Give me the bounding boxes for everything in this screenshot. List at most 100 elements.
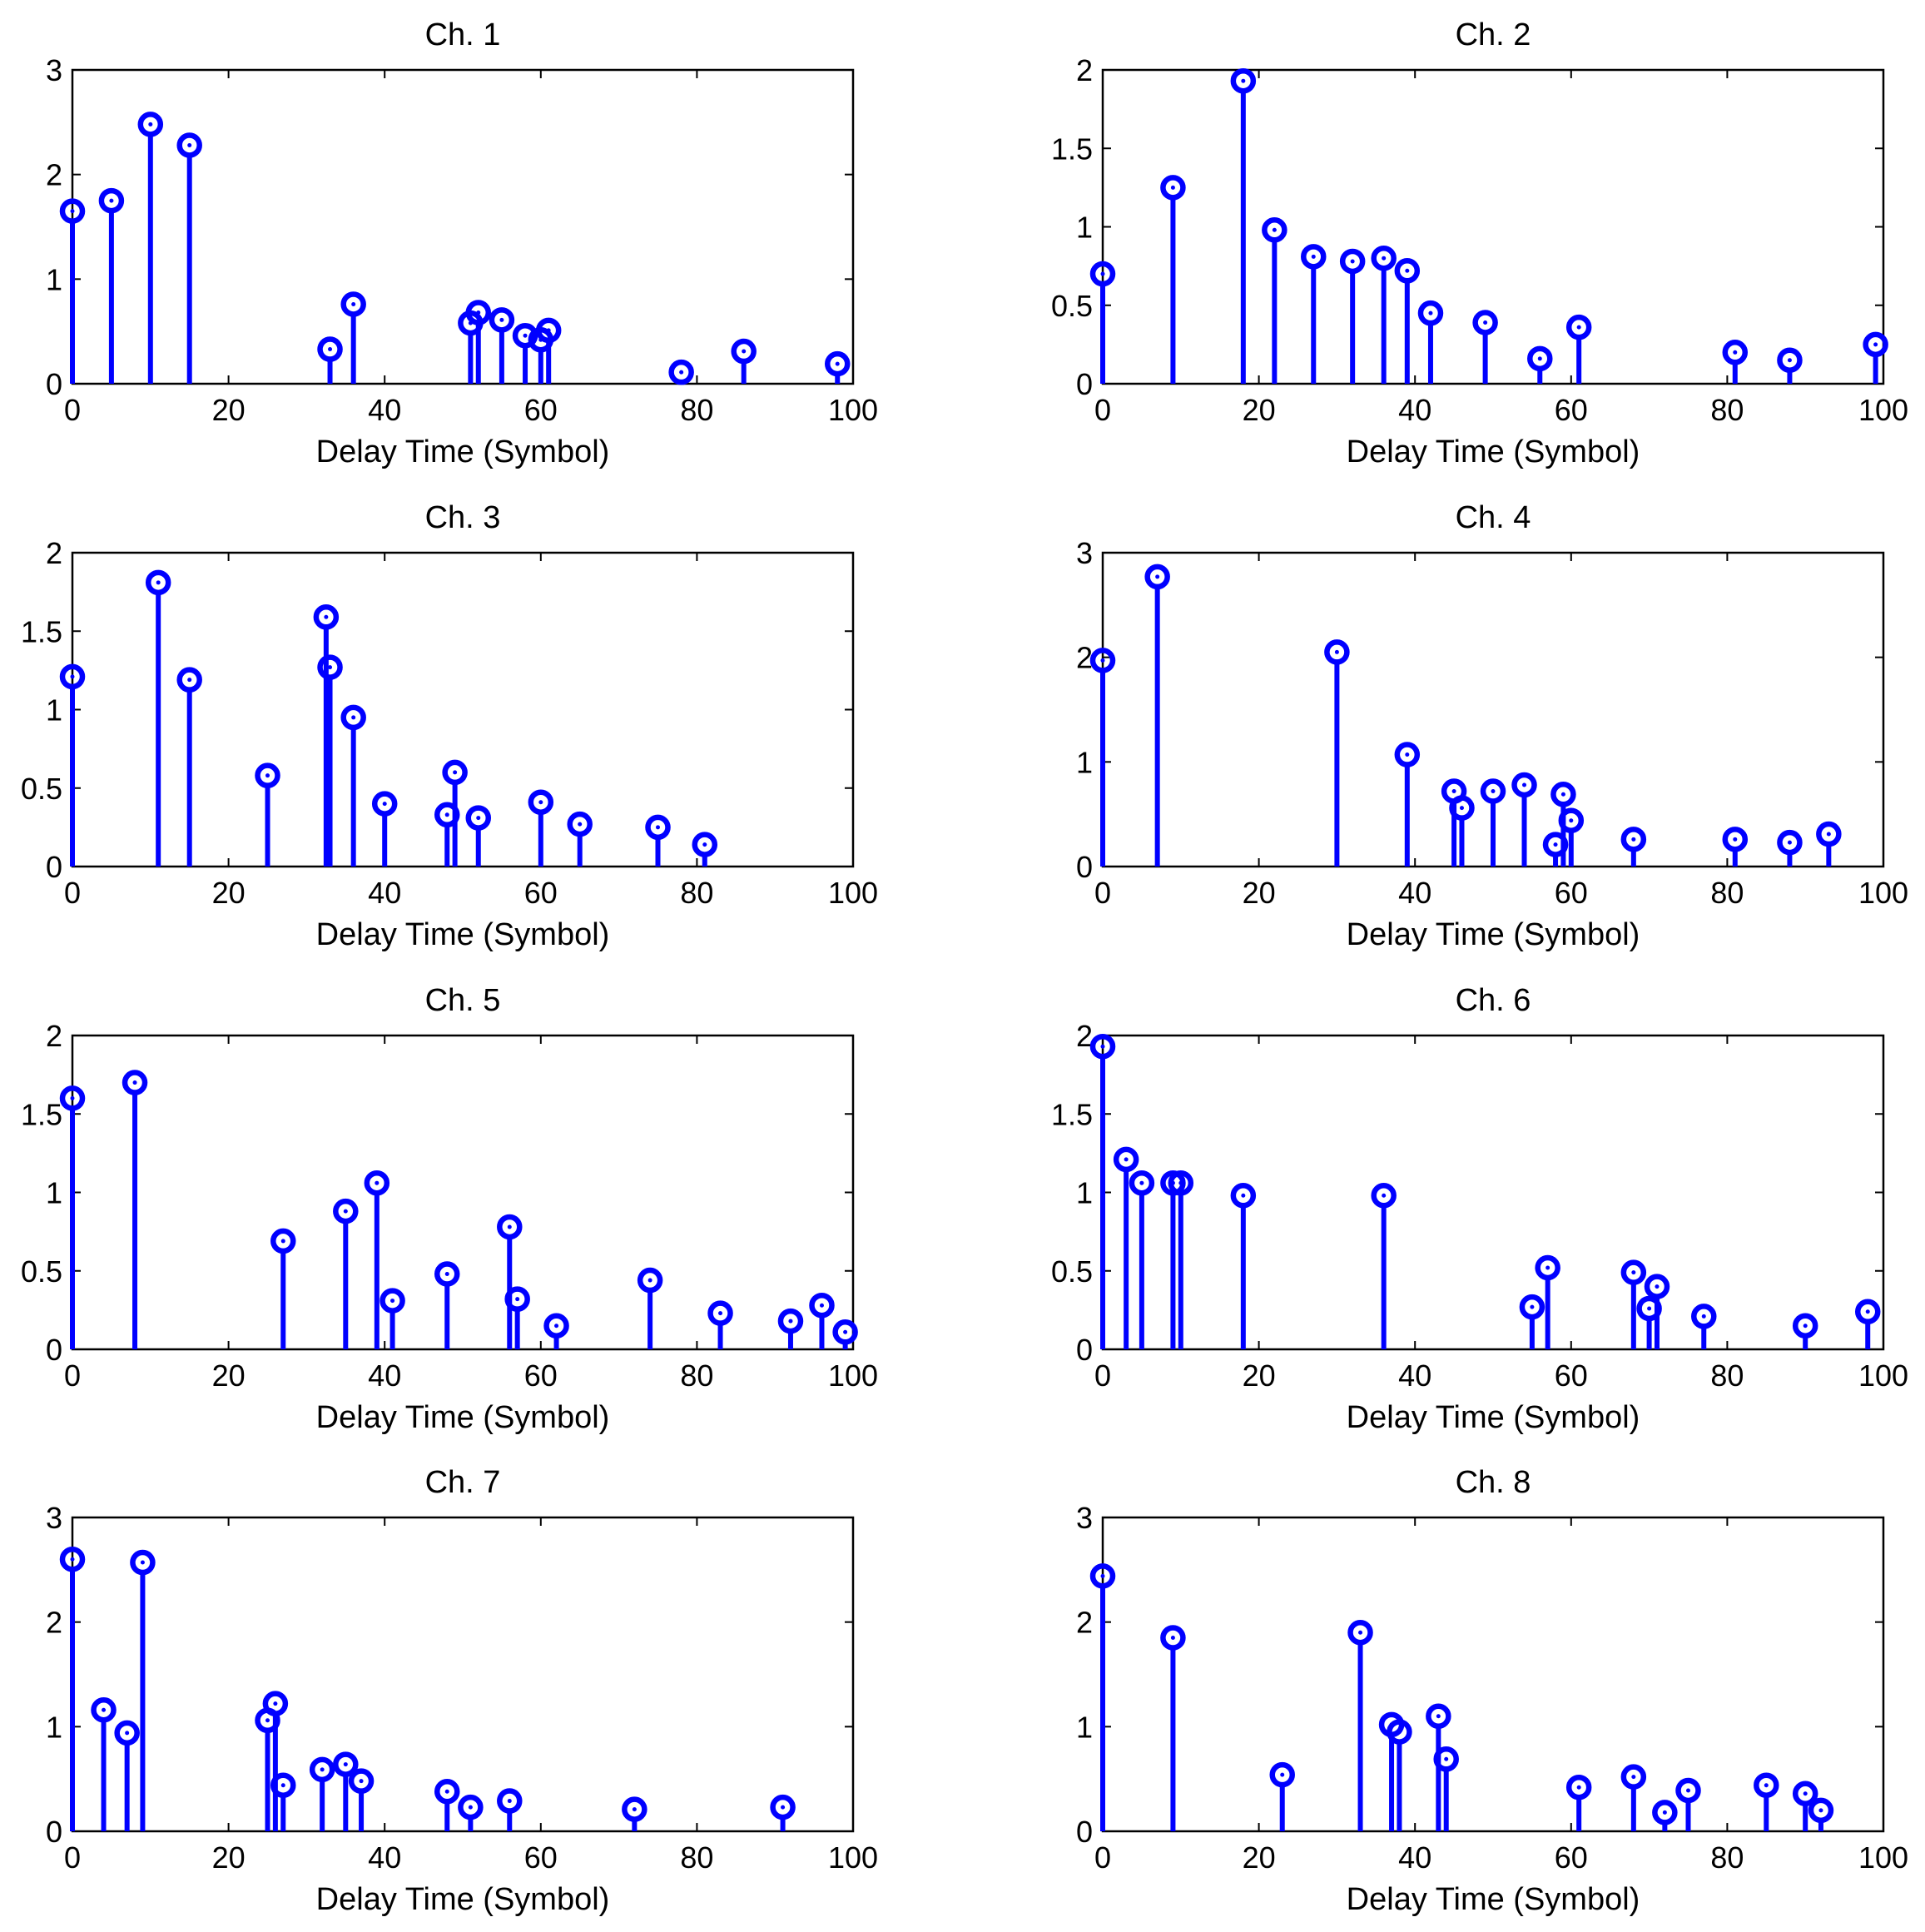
stem-marker-center: [70, 1095, 75, 1100]
stem-point: [1339, 248, 1366, 384]
stem-point: [504, 1286, 530, 1349]
stem-marker-center: [1631, 837, 1636, 842]
stem-marker: [313, 604, 340, 630]
stem-point: [1160, 175, 1186, 384]
stem-marker-center: [328, 347, 333, 352]
stem-marker-center: [1459, 806, 1464, 811]
x-tick-label: 60: [1555, 393, 1588, 427]
stem-marker: [122, 1070, 148, 1095]
stem-marker: [364, 1170, 390, 1196]
stem-marker-center: [1241, 1193, 1246, 1198]
stem-marker-center: [1334, 649, 1339, 654]
stem-marker: [270, 1228, 296, 1254]
stem-marker: [1620, 1259, 1647, 1285]
subplot-ch-4: Ch. 4 0 20 40 60 80 100 0 1 2 3 Delay Time (Symbol): [1076, 500, 1908, 952]
stem-point: [1480, 778, 1506, 867]
stem-point: [567, 811, 593, 867]
stem-marker-center: [647, 1278, 652, 1283]
stem-point: [1089, 648, 1116, 867]
stem-marker-center: [1647, 1306, 1652, 1311]
stem-marker-center: [351, 715, 356, 720]
stem-marker-center: [453, 770, 458, 775]
stem-point: [465, 805, 492, 867]
y-tick-label: 0.5: [1051, 289, 1093, 323]
stem-marker: [497, 1788, 523, 1814]
stem-marker: [489, 307, 515, 333]
stem-marker-center: [1311, 254, 1316, 259]
stem-marker-center: [1451, 789, 1456, 794]
y-tick-label: 0: [1076, 1815, 1093, 1849]
stem-series: [59, 1547, 796, 1831]
stem-marker: [1511, 772, 1537, 798]
stem-marker: [130, 1549, 156, 1576]
stem-marker: [1449, 795, 1475, 821]
subplot-ch-1: Ch. 1 0 20 40 60 80 100 0 1 2 3 Delay Time (Symbol): [46, 17, 878, 469]
stem-marker: [1644, 1274, 1670, 1299]
x-tick-label: 100: [828, 1840, 878, 1875]
x-tick-label: 100: [1858, 1840, 1908, 1875]
subplot-title: Ch. 8: [1456, 1465, 1531, 1500]
stem-point: [1089, 261, 1116, 384]
subplot-ch-3: Ch. 3 0 20 40 60 80 100 0 0.5 1 1.5 2 Delay Time (Sy…: [21, 500, 878, 952]
stem-point: [1324, 639, 1350, 867]
subplot-title: Ch. 1: [425, 17, 501, 52]
stem-marker-center: [656, 825, 660, 830]
x-tick-label: 40: [1398, 393, 1431, 427]
stem-marker: [255, 762, 280, 788]
stem-point: [1644, 1274, 1670, 1349]
stem-point: [512, 322, 538, 384]
stem-point: [1620, 1259, 1647, 1349]
subplot-ch-5: Ch. 5 0 20 40 60 80 100 0 0.5 1 1.5 2 Delay Time (Sy…: [21, 983, 878, 1435]
stem-marker-center: [1272, 227, 1277, 232]
stem-marker-center: [1444, 1756, 1449, 1761]
x-tick-label: 0: [1094, 1358, 1111, 1393]
stem-marker: [645, 814, 671, 841]
stem-point: [1792, 1313, 1818, 1349]
stem-marker-center: [343, 1209, 348, 1214]
stem-marker: [1433, 1746, 1459, 1772]
stem-marker: [567, 811, 593, 837]
stem-marker-center: [1241, 78, 1246, 83]
stem-marker-center: [1483, 320, 1488, 325]
x-tick-label: 40: [1398, 1358, 1431, 1393]
x-tick-label: 20: [1243, 1358, 1276, 1393]
stem-point: [1449, 795, 1475, 867]
x-tick-label: 20: [212, 876, 246, 910]
stem-point: [1565, 1774, 1592, 1831]
stem-marker-center: [148, 122, 153, 127]
stem-marker: [1394, 742, 1421, 767]
stem-marker: [1472, 310, 1498, 335]
x-tick-label: 100: [828, 1358, 878, 1393]
stem-series: [59, 1070, 858, 1349]
stem-point: [1230, 1183, 1257, 1349]
x-axis-label: Delay Time (Symbol): [1347, 917, 1640, 952]
stem-series: [1089, 1563, 1834, 1831]
stem-marker: [1816, 821, 1842, 847]
stem-point: [364, 1170, 390, 1349]
stem-marker-center: [1873, 342, 1878, 347]
stem-marker: [270, 1772, 296, 1798]
stem-marker-center: [1803, 1791, 1808, 1796]
stem-point: [1722, 827, 1749, 867]
stem-point: [528, 789, 554, 867]
stem-marker-center: [375, 1180, 380, 1185]
stem-point: [1565, 314, 1592, 384]
x-tick-label: 20: [1243, 1840, 1276, 1875]
stem-marker-center: [1569, 818, 1574, 823]
stem-point: [1854, 1299, 1881, 1349]
x-tick-label: 60: [524, 1840, 558, 1875]
stem-marker-center: [507, 1799, 512, 1804]
stem-point: [543, 1313, 569, 1349]
stem-point: [809, 1292, 835, 1349]
x-tick-label: 0: [1094, 876, 1111, 910]
stem-point: [122, 1070, 148, 1349]
stem-marker: [59, 1547, 86, 1572]
x-tick-label: 0: [64, 393, 81, 427]
stem-marker-center: [1701, 1314, 1706, 1319]
stem-marker-center: [835, 361, 840, 366]
stem-marker: [1691, 1304, 1717, 1329]
stem-marker-center: [742, 349, 747, 354]
subplot-title: Ch. 6: [1456, 983, 1531, 1018]
stem-marker-center: [1787, 358, 1792, 363]
stem-marker: [512, 322, 538, 349]
